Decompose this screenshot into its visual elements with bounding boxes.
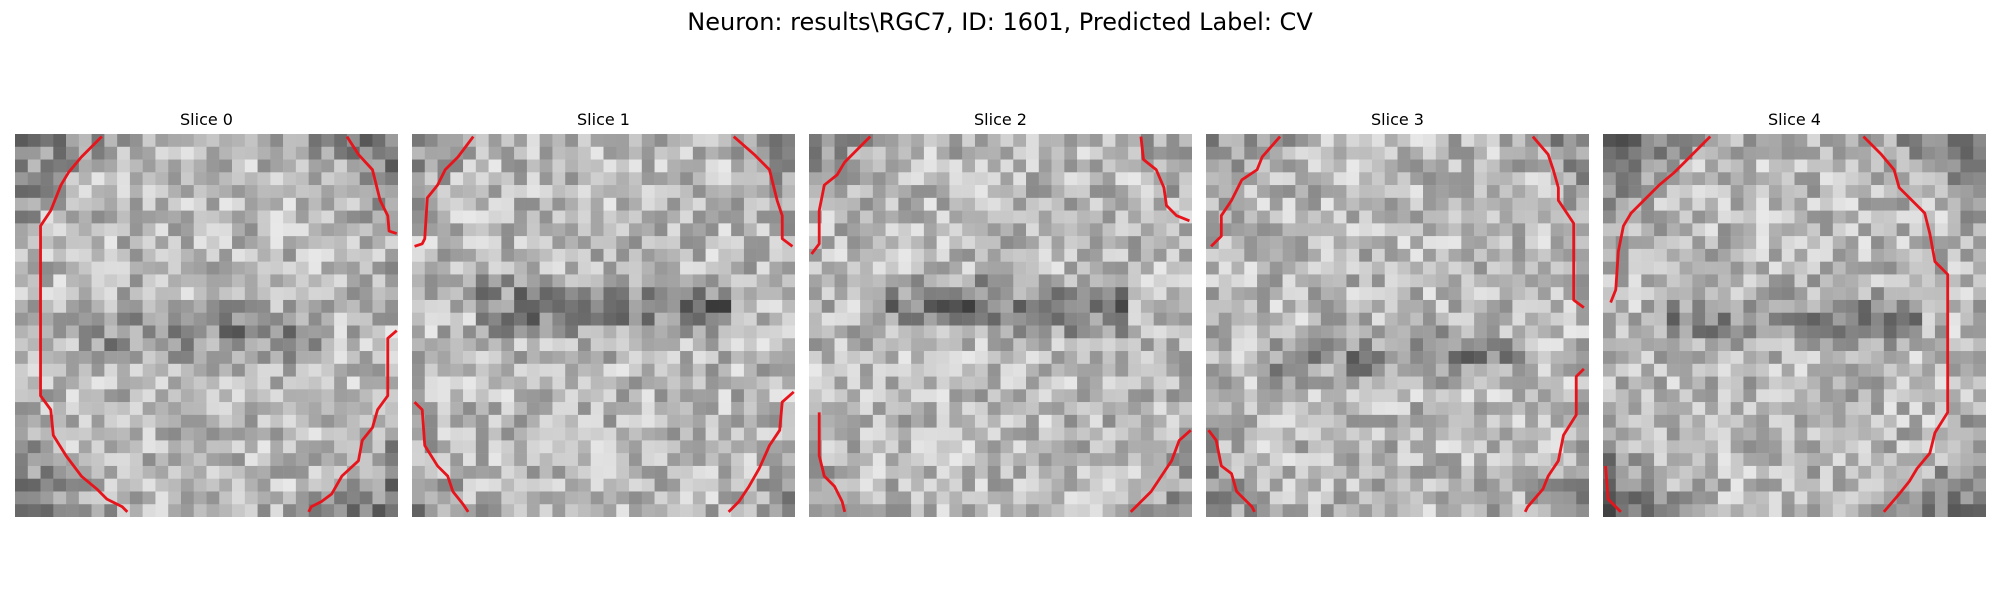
contour-line [307,329,398,513]
slice-image [1603,134,1986,517]
slice-image [809,134,1192,517]
slice-0-contours [39,135,398,513]
contour-line [1139,136,1190,223]
contour-line [413,401,470,513]
slice-panel-4: Slice 4 [1603,110,1986,524]
slice-title: Slice 3 [1371,110,1424,129]
slice-3-pixels [1206,134,1589,517]
contour-line [1604,465,1622,513]
contour-line [810,135,872,255]
slice-4-contours [1604,135,1950,513]
contour-line [817,412,847,513]
slice-3-contours [1207,135,1585,513]
slice-title: Slice 4 [1768,110,1821,129]
contour-line [39,135,129,513]
slice-4-image [1603,134,1986,517]
contour-line [414,135,475,248]
contour-line [1531,135,1585,309]
slice-panel-2: Slice 2 [809,110,1192,524]
slice-2-image [809,134,1192,517]
slice-panel-3: Slice 3 [1206,110,1589,524]
contour-line [1523,367,1585,513]
slice-0-pixels [15,134,398,517]
slice-image [1206,134,1589,517]
slice-image [412,134,795,517]
slice-1-contours [413,135,795,513]
contour-line [1862,135,1950,513]
slice-title: Slice 2 [974,110,1027,129]
slice-2-pixels [809,134,1192,517]
slice-title: Slice 0 [180,110,233,129]
slice-panel-1: Slice 1 [412,110,795,524]
contour-line [1129,429,1192,513]
contour-line [345,135,398,235]
contour-line [1207,429,1256,513]
contour-line [1609,135,1712,304]
contour-line [732,135,794,248]
slice-2-contours [810,135,1192,513]
contour-line [727,390,795,513]
slice-0-image [15,134,398,517]
slice-1-pixels [412,134,795,517]
figure-title: Neuron: results\RGC7, ID: 1601, Predicte… [687,8,1313,36]
slice-1-image [412,134,795,517]
slice-title: Slice 1 [577,110,630,129]
slice-image [15,134,398,517]
slice-4-pixels [1603,134,1986,517]
slice-panel-0: Slice 0 [15,110,398,524]
slice-3-image [1206,134,1589,517]
contour-line [1210,135,1282,248]
